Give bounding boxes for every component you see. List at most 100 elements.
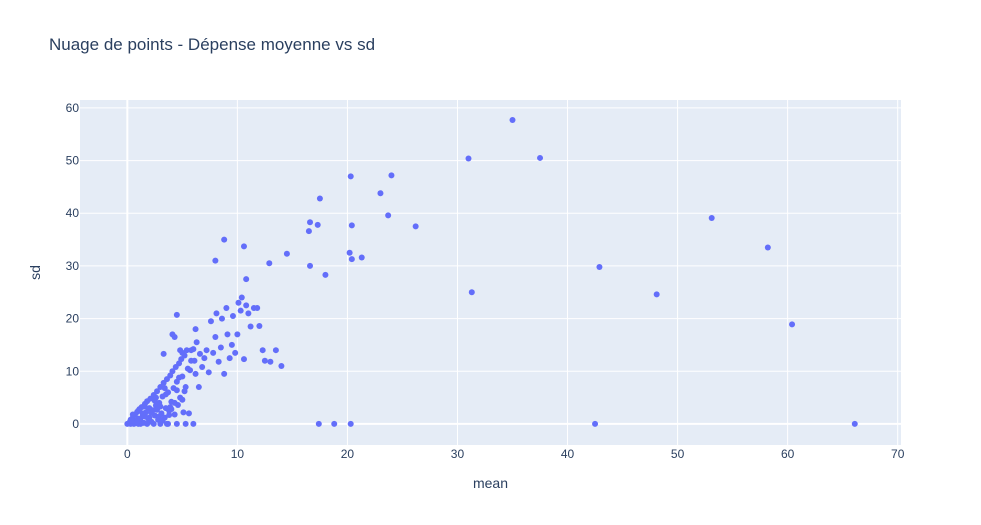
x-tick-label: 50: [671, 447, 685, 461]
scatter-point: [322, 271, 329, 278]
scatter-point: [708, 214, 715, 221]
scatter-point: [228, 341, 235, 348]
scatter-point: [135, 407, 142, 414]
scatter-point: [256, 322, 263, 329]
scatter-point: [235, 299, 242, 306]
scatter-point: [221, 236, 228, 243]
x-tick-label: 0: [124, 447, 131, 461]
scatter-point: [150, 420, 157, 427]
scatter-point: [307, 262, 314, 269]
scatter-point: [154, 388, 161, 395]
scatter-point: [348, 222, 355, 229]
scatter-point: [465, 155, 472, 162]
scatter-point: [217, 344, 224, 351]
scatter-point: [596, 263, 603, 270]
scatter-points: [124, 117, 858, 427]
scatter-point: [201, 355, 208, 362]
y-tick-label: 50: [66, 154, 80, 168]
scatter-point: [315, 420, 322, 427]
scatter-point: [192, 370, 199, 377]
scatter-point: [139, 410, 146, 417]
scatter-point: [185, 410, 192, 417]
scatter-point: [161, 385, 168, 392]
scatter-point: [272, 347, 279, 354]
scatter-point: [129, 411, 136, 418]
scatter-point: [195, 384, 202, 391]
scatter-point: [148, 409, 155, 416]
x-tick-label: 20: [341, 447, 355, 461]
scatter-point: [347, 420, 354, 427]
scatter-point: [218, 315, 225, 322]
scatter-point: [278, 362, 285, 369]
scatter-point: [212, 257, 219, 264]
scatter-point: [203, 347, 210, 354]
scatter-point: [240, 356, 247, 363]
scatter-point: [221, 370, 228, 377]
scatter-point: [245, 310, 252, 317]
y-tick-label: 40: [66, 206, 80, 220]
scatter-point: [156, 413, 163, 420]
y-tick-label: 10: [66, 364, 80, 378]
y-axis-title: sd: [27, 265, 43, 280]
scatter-point: [128, 417, 135, 424]
scatter-point: [169, 368, 176, 375]
scatter-point: [229, 312, 236, 319]
scatter-point: [166, 411, 173, 418]
scatter-point: [592, 420, 599, 427]
scatter-point: [162, 391, 169, 398]
scatter-point: [348, 256, 355, 263]
scatter-point: [188, 347, 195, 354]
scatter-point: [232, 349, 239, 356]
scatter-point: [377, 190, 384, 197]
scatter-point: [307, 219, 314, 226]
scatter-point: [205, 369, 212, 376]
scatter-point: [243, 302, 250, 309]
scatter-point: [152, 394, 159, 401]
scatter-point: [385, 212, 392, 219]
scatter-point: [171, 399, 178, 406]
plot-area: [80, 100, 901, 445]
scatter-point: [789, 321, 796, 328]
scatter-point: [243, 276, 250, 283]
scatter-point: [190, 420, 197, 427]
scatter-point: [196, 350, 203, 357]
y-tick-label: 20: [66, 312, 80, 326]
scatter-point: [154, 406, 161, 413]
scatter-point: [183, 347, 190, 354]
scatter-point: [171, 411, 178, 418]
x-tick-label: 30: [451, 447, 465, 461]
scatter-point: [851, 420, 858, 427]
scatter-point: [173, 420, 180, 427]
y-tick-label: 60: [66, 101, 80, 115]
scatter-point: [167, 404, 174, 411]
scatter-point: [237, 307, 244, 314]
scatter-point: [182, 420, 189, 427]
scatter-point: [181, 388, 188, 395]
scatter-point: [224, 331, 231, 338]
scatter-point: [254, 305, 261, 312]
scatter-point: [267, 358, 274, 365]
scatter-point: [191, 357, 198, 364]
scatter-point: [179, 349, 186, 356]
scatter-point: [173, 311, 180, 318]
scatter-point: [226, 355, 233, 362]
scatter-point: [412, 223, 419, 230]
scatter-point: [305, 228, 312, 235]
scatter-point: [212, 334, 219, 341]
scatter-point: [213, 310, 220, 317]
scatter-point: [331, 420, 338, 427]
y-tick-label: 0: [72, 417, 79, 431]
scatter-point: [207, 318, 214, 325]
scatter-point: [653, 291, 660, 298]
scatter-point: [537, 154, 544, 161]
x-tick-label: 70: [891, 447, 905, 461]
scatter-point: [169, 331, 176, 338]
scatter-point: [179, 396, 186, 403]
zero-lines: [80, 100, 901, 445]
scatter-point: [238, 294, 245, 301]
scatter-point: [358, 254, 365, 261]
scatter-point: [180, 409, 187, 416]
scatter-point: [346, 249, 353, 256]
y-tick-label: 30: [66, 259, 80, 273]
